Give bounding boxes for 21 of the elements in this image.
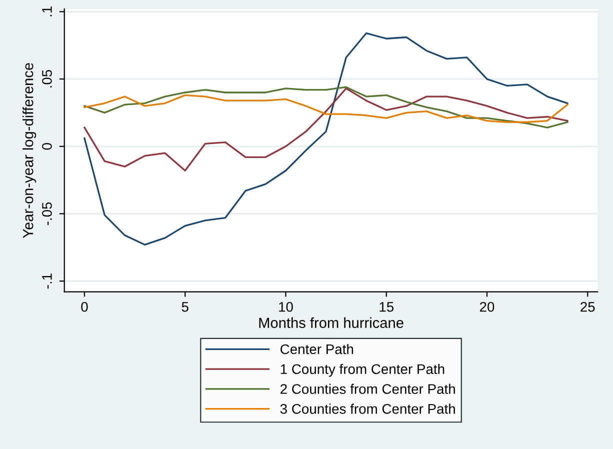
line-series <box>84 88 568 172</box>
y-tick-label: .05 <box>42 70 52 88</box>
y-tick-label: -.05 <box>42 202 52 226</box>
y-tick-label: -.1 <box>42 274 52 289</box>
x-tick-label: 15 <box>380 302 394 312</box>
legend-label: Center Path <box>280 344 354 354</box>
y-axis-title: Year-on-year log-difference <box>22 63 36 238</box>
x-tick-label: 25 <box>580 302 595 312</box>
y-tick-label: 0 <box>42 143 52 150</box>
x-tick-label: 10 <box>279 302 293 312</box>
y-tick-label: .1 <box>42 6 52 16</box>
legend-label: 1 County from Center Path <box>280 364 444 377</box>
x-tick-label: 5 <box>182 302 188 312</box>
line-series <box>84 94 568 123</box>
x-axis-title: Months from hurricane <box>259 317 404 328</box>
line-series <box>84 86 568 128</box>
legend-label: 2 Counties from Center Path <box>280 384 455 394</box>
x-tick-label: 0 <box>81 302 88 312</box>
legend-label: 3 Counties from Center Path <box>280 404 455 414</box>
x-tick-label: 20 <box>480 302 494 312</box>
line-series <box>84 32 568 246</box>
